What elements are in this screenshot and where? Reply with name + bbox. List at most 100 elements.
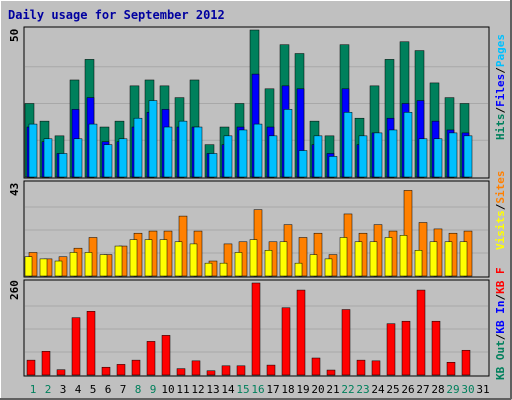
bar-visits (219, 262, 228, 277)
x-tick-label: 27 (416, 383, 429, 396)
middle-ymax-label: 43 (8, 182, 21, 196)
x-tick-label: 17 (266, 383, 279, 396)
bar-visits (159, 239, 168, 277)
bar-pages (58, 153, 68, 178)
x-tick-label: 4 (75, 383, 82, 396)
bar-pages (388, 129, 398, 178)
bar-kb (236, 365, 246, 376)
x-tick-label: 25 (386, 383, 399, 396)
axis-legend-part: KB In (494, 300, 507, 334)
bar-pages (373, 132, 383, 178)
bar-visits (144, 239, 153, 277)
bar-visits (369, 241, 378, 277)
x-tick-label: 5 (90, 383, 97, 396)
bar-visits (324, 258, 333, 277)
bars (24, 29, 473, 376)
bar-kb (341, 309, 351, 376)
bar-visits (129, 239, 138, 277)
bar-visits (84, 252, 93, 277)
x-tick-label: 23 (356, 383, 369, 396)
x-tick-label: 9 (150, 383, 157, 396)
bar-pages (28, 123, 38, 178)
x-tick-label: 16 (251, 383, 264, 396)
bar-visits (204, 262, 213, 277)
bar-pages (73, 138, 83, 178)
bar-kb (461, 349, 471, 376)
bar-visits (459, 241, 468, 277)
x-tick-label: 15 (236, 383, 249, 396)
bar-pages (193, 126, 203, 178)
bar-kb (401, 320, 411, 376)
bar-pages (148, 100, 158, 178)
bar-pages (163, 126, 173, 178)
x-tick-label: 2 (45, 383, 52, 396)
bar-pages (208, 153, 218, 178)
axis-legend-part: / (494, 293, 507, 301)
bar-kb (251, 282, 261, 376)
bar-visits (174, 241, 183, 277)
bar-pages (238, 129, 248, 178)
bar-kb (56, 369, 66, 376)
bar-kb (101, 366, 111, 376)
panel-middle-frame (23, 180, 490, 278)
bar-visits (429, 241, 438, 277)
bar-kb (26, 359, 36, 376)
bar-visits (384, 237, 393, 277)
x-tick-label: 7 (120, 383, 127, 396)
axis-legend-part: Files (494, 73, 507, 107)
bar-pages (328, 156, 338, 178)
bar-kb (116, 364, 126, 376)
bar-kb (71, 317, 81, 376)
bar-visits (234, 252, 243, 277)
bar-sites (298, 237, 308, 277)
x-tick-label: 18 (281, 383, 294, 396)
bottom-axis-legend: KB Out/KB In/KB F (494, 267, 507, 380)
bar-pages (463, 135, 473, 178)
x-tick-label: 19 (296, 383, 309, 396)
top-ymax-label: 50 (8, 28, 21, 42)
bar-kb (326, 369, 336, 376)
x-tick-label: 11 (176, 383, 189, 396)
x-tick-label: 10 (161, 383, 174, 396)
bar-visits (309, 254, 318, 277)
bar-visits (279, 241, 288, 277)
bar-sites (223, 243, 233, 277)
bar-pages (88, 123, 98, 178)
bar-sites (403, 190, 413, 277)
bar-kb (86, 311, 96, 376)
bottom-ymax-label: 260 (8, 280, 21, 300)
bar-visits (114, 245, 123, 277)
x-tick-label: 13 (206, 383, 219, 396)
bar-kb (431, 320, 441, 376)
panels (23, 26, 490, 377)
bar-kb (176, 368, 186, 376)
axis-legend-part: Hits (494, 113, 507, 141)
x-tick-label: 26 (401, 383, 414, 396)
axis-legend-part: / (494, 333, 507, 341)
x-tick-label: 6 (105, 383, 112, 396)
x-tick-label: 12 (191, 383, 204, 396)
bar-pages (178, 120, 188, 178)
x-tick-label: 30 (461, 383, 474, 396)
bar-pages (283, 109, 293, 178)
bar-visits (399, 235, 408, 277)
chart-title: Daily usage for September 2012 (8, 8, 225, 22)
x-tick-label: 8 (135, 383, 142, 396)
bar-kb (221, 365, 231, 376)
bar-visits (264, 250, 273, 277)
axis-legend-part: / (494, 67, 507, 74)
axis-legend-part: Pages (494, 34, 507, 68)
bar-kb (296, 289, 306, 376)
bar-kb (311, 357, 321, 376)
bar-pages (418, 138, 428, 178)
middle-axis-legend: Visits/Sites (494, 171, 507, 251)
x-tick-label: 21 (326, 383, 339, 396)
bar-visits (39, 258, 48, 277)
bar-visits (444, 241, 453, 277)
bar-kb (416, 289, 426, 376)
bar-kb (371, 360, 381, 376)
bar-pages (268, 135, 278, 178)
bar-pages (133, 117, 143, 178)
x-tick-label: 3 (60, 383, 67, 396)
top-axis-legend: Hits/Files/Pages (494, 34, 507, 140)
